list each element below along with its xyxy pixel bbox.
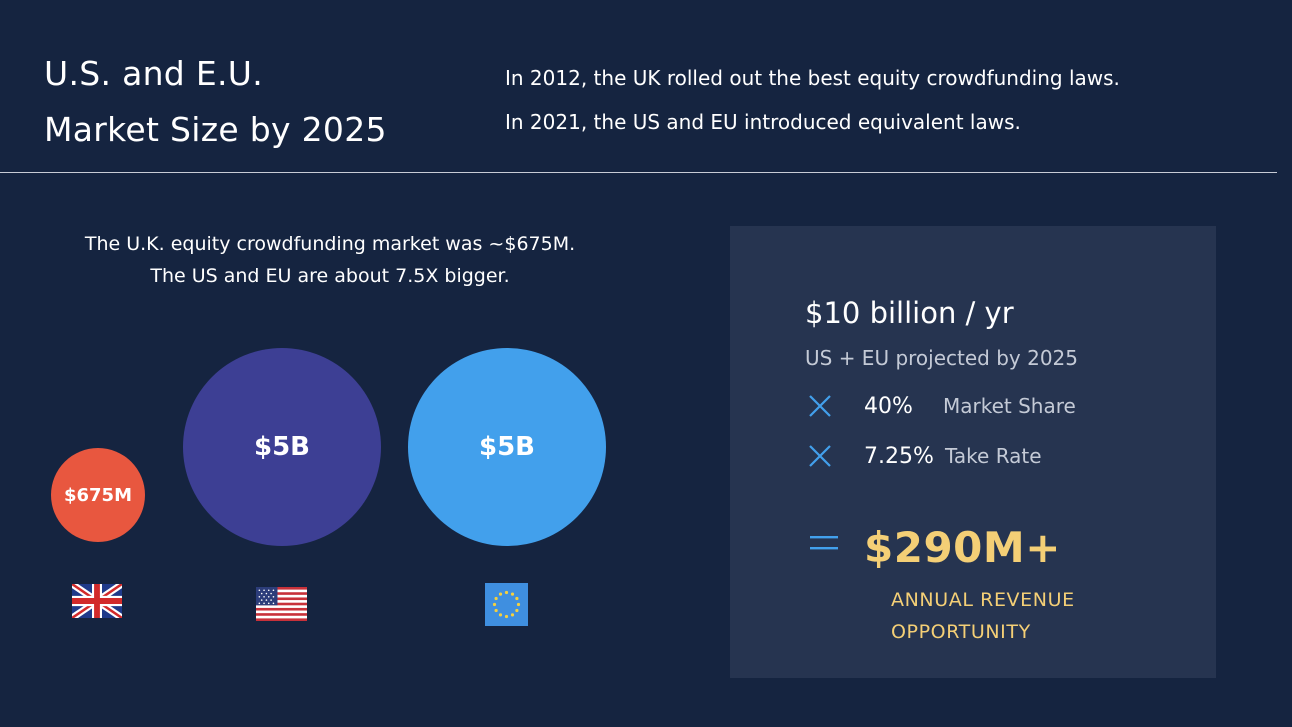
eu-star (515, 608, 519, 613)
eu-star (504, 590, 509, 595)
eu-star (494, 608, 498, 613)
panel-headline: $10 billion / yr (805, 296, 1014, 330)
eu-star (494, 596, 498, 601)
result-label-line-1: ANNUAL REVENUE (891, 589, 1075, 611)
us-flag-icon (256, 587, 307, 621)
us-market-value: $5B (254, 432, 310, 462)
eu-star (504, 614, 509, 619)
factor-take-rate: 7.25% Take Rate (805, 441, 1042, 471)
page-title: U.S. and E.U. Market Size by 2025 (44, 46, 387, 158)
factor-value: 7.25% (864, 443, 934, 469)
uk-market-value: $675M (63, 484, 132, 506)
eu-market-bubble: $5B (408, 348, 606, 546)
lead-line-2: The US and EU are about 7.5X bigger. (150, 265, 510, 287)
intro-line-1: In 2012, the UK rolled out the best equi… (505, 66, 1120, 90)
header-divider (0, 172, 1277, 173)
factor-market-share: 40% Market Share (805, 391, 1076, 421)
eu-star (510, 613, 515, 617)
title-line-1: U.S. and E.U. (44, 54, 264, 93)
revenue-result: $290M+ (864, 523, 1061, 572)
factor-label: Market Share (943, 394, 1076, 418)
intro-line-2: In 2021, the US and EU introduced equiva… (505, 110, 1021, 134)
multiply-icon (809, 395, 831, 417)
uk-market-bubble: $675M (51, 448, 145, 542)
uk-flag-icon (72, 584, 122, 618)
us-market-bubble: $5B (183, 348, 381, 546)
panel-subtitle: US + EU projected by 2025 (805, 346, 1078, 370)
factor-value: 40% (864, 393, 913, 419)
title-line-2: Market Size by 2025 (44, 110, 387, 149)
eu-star (516, 602, 521, 607)
multiply-icon (809, 445, 831, 467)
intro-text: In 2012, the UK rolled out the best equi… (505, 56, 1120, 144)
equals-icon (810, 536, 838, 550)
factor-label: Take Rate (945, 444, 1042, 468)
eu-star (498, 613, 503, 617)
revenue-result-label: ANNUAL REVENUE OPPORTUNITY (891, 584, 1075, 648)
market-comparison-text: The U.K. equity crowdfunding market was … (30, 228, 630, 292)
eu-star (515, 596, 519, 601)
lead-line-1: The U.K. equity crowdfunding market was … (84, 233, 576, 255)
eu-star (498, 592, 503, 596)
eu-market-value: $5B (479, 432, 535, 462)
eu-star (510, 592, 515, 596)
result-label-line-2: OPPORTUNITY (891, 621, 1031, 643)
revenue-panel: $10 billion / yr US + EU projected by 20… (730, 226, 1216, 678)
eu-flag-icon (485, 583, 528, 626)
eu-star (492, 602, 497, 607)
